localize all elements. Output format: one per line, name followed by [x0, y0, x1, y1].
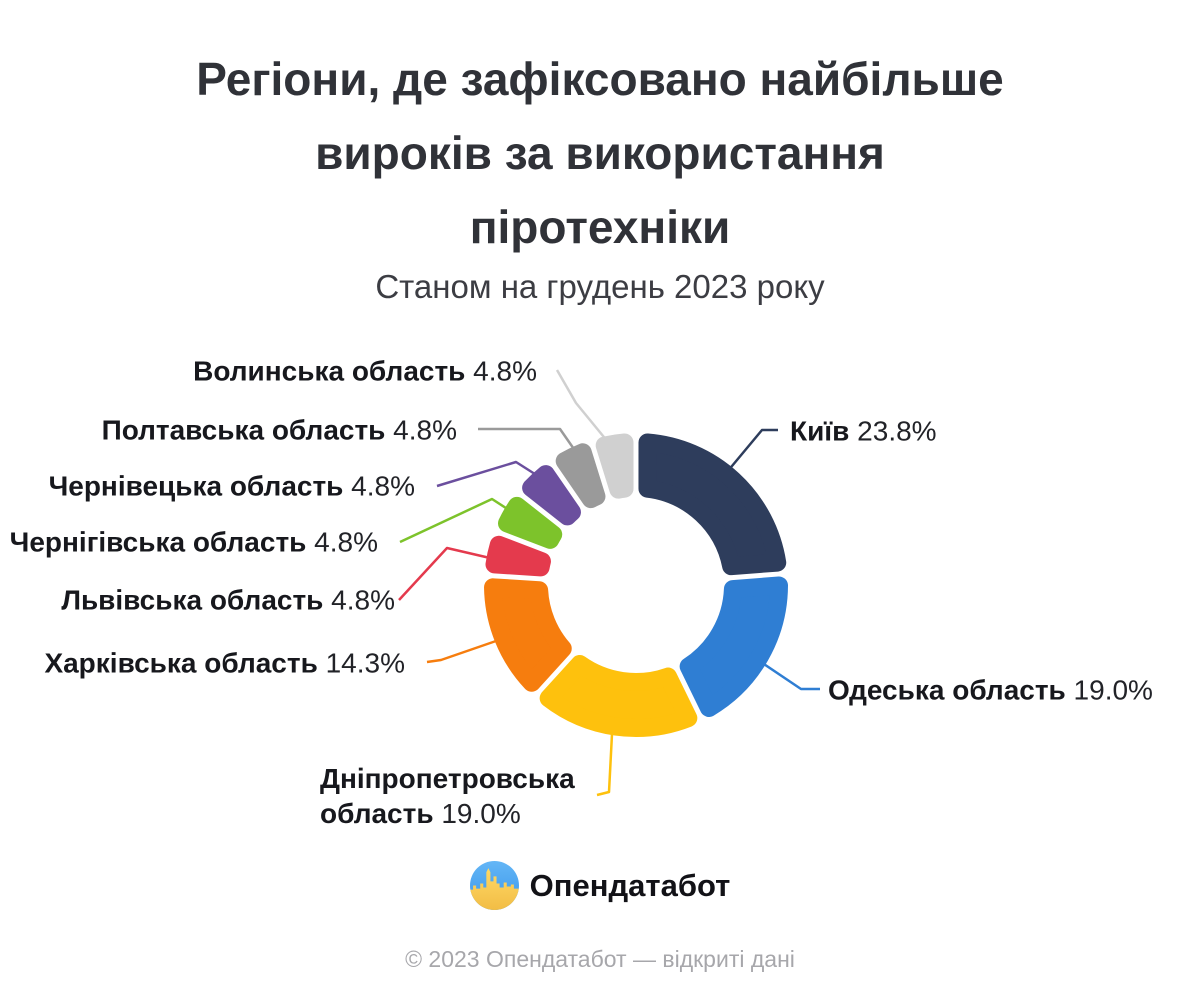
segment-label-1: Одеська область 19.0% [828, 673, 1153, 708]
chart-title: Регіони, де зафіксовано найбільше вирокі… [0, 42, 1200, 264]
segment-label-value: 4.8% [393, 414, 457, 446]
segment-label-name: Львівська область [61, 584, 332, 616]
leader-line-2 [596, 733, 614, 797]
leader-line-1 [754, 656, 820, 691]
leader-line-7 [478, 427, 578, 453]
segment-label-2: Дніпропетровська область 19.0% [320, 761, 585, 831]
segment-label-5: Чернігівська область 4.8% [10, 525, 378, 560]
donut-segment-1 [679, 576, 788, 717]
segment-label-name: Чернівецька область [48, 470, 352, 502]
donut-segment-5 [497, 496, 563, 549]
leader-line-3 [426, 639, 497, 664]
chart-title-line-3: піротехніки [469, 201, 731, 253]
segment-label-8: Волинська область 4.8% [193, 354, 537, 389]
leader-line-6 [436, 460, 539, 488]
segment-label-value: 4.8% [351, 470, 415, 502]
donut-segment-4 [485, 535, 551, 577]
segment-label-value: 4.8% [314, 526, 378, 558]
segment-label-name: Дніпропетровська область [320, 763, 575, 829]
segment-label-value: 23.8% [857, 415, 937, 447]
leader-line-4 [398, 546, 491, 601]
donut-segment-7 [555, 443, 606, 509]
brand-name: Опендатабот [529, 867, 731, 903]
segment-label-name: Харківська область [44, 647, 326, 679]
chart-title-line-2: вироків за використання [315, 127, 885, 179]
segment-label-value: 14.3% [325, 647, 405, 679]
leader-line-5 [399, 497, 510, 544]
leader-line-0 [726, 428, 778, 473]
segment-label-name: Чернігівська область [9, 526, 315, 558]
segment-label-value: 19.0% [1073, 674, 1153, 706]
segment-label-3: Харківська область 14.3% [44, 646, 405, 681]
segment-label-value: 19.0% [441, 798, 521, 829]
segment-label-0: Київ 23.8% [790, 414, 937, 449]
segment-label-value: 4.8% [331, 584, 395, 616]
brand-logo: Опендатабот [0, 861, 1200, 910]
donut-segment-0 [638, 433, 787, 576]
donut-segment-6 [522, 465, 581, 526]
segment-label-7: Полтавська область 4.8% [102, 413, 457, 448]
donut-segment-3 [484, 578, 572, 692]
donut-segment-8 [595, 433, 634, 499]
segment-label-value: 4.8% [473, 355, 537, 387]
segment-label-6: Чернівецька область 4.8% [49, 469, 415, 504]
chart-title-line-1: Регіони, де зафіксовано найбільше [196, 53, 1004, 105]
leader-line-8 [555, 369, 618, 454]
segment-label-name: Полтавська область [101, 414, 394, 446]
opendatabot-logo-icon [469, 861, 519, 910]
segment-label-name: Волинська область [193, 355, 474, 387]
segment-label-4: Львівська область 4.8% [61, 583, 395, 618]
segment-label-name: Одеська область [828, 674, 1074, 706]
chart-subtitle: Станом на грудень 2023 року [375, 268, 825, 305]
segment-label-name: Київ [790, 415, 858, 447]
leader-lines [398, 369, 820, 797]
donut-segment-2 [539, 655, 698, 737]
donut-segments [484, 433, 788, 737]
copyright-text: © 2023 Опендатабот — відкриті дані [405, 946, 795, 972]
